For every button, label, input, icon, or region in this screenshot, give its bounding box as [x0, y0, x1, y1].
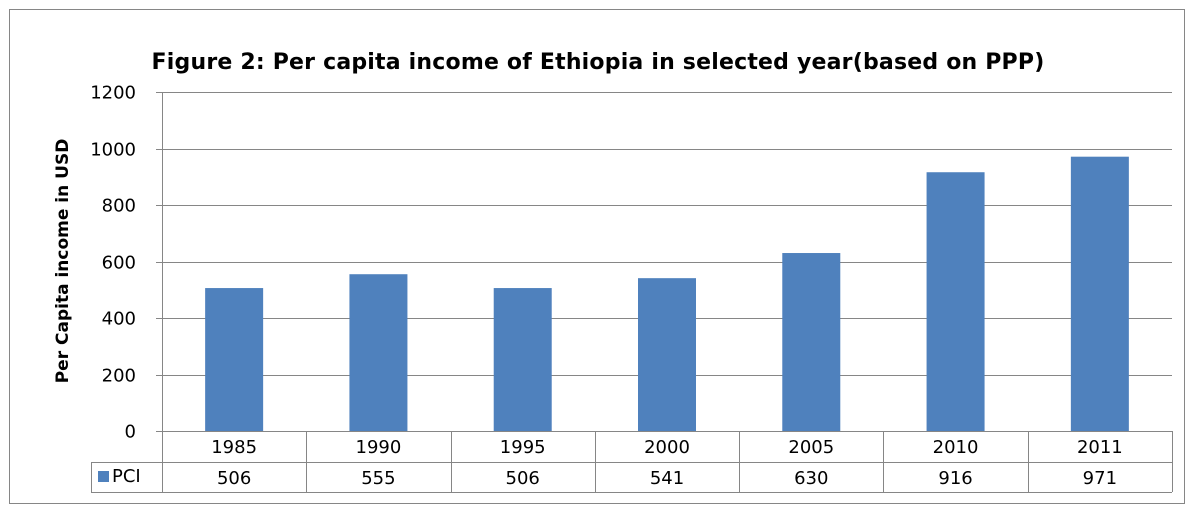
y-tick-label: 200 — [102, 366, 136, 387]
bar-2000 — [638, 278, 696, 431]
bar-1995 — [493, 288, 552, 431]
data-label: 916 — [938, 468, 972, 489]
x-tick-label: 1990 — [356, 437, 402, 458]
y-tick-label: 400 — [102, 309, 136, 330]
data-label: 541 — [650, 468, 684, 489]
bar-2010 — [926, 172, 985, 432]
x-tick-label: 2011 — [1077, 437, 1123, 458]
data-table: 1985 506 1990 555 1995 506 2000 541 2005 630 2010 9… — [91, 431, 1173, 493]
y-tick-label: 800 — [102, 196, 136, 217]
chart-title: Figure 2: Per capita income of Ethiopia … — [151, 50, 1045, 75]
x-tick-label: 1985 — [211, 437, 257, 458]
x-tick-label: 2000 — [644, 437, 690, 458]
chart-frame: Figure 2: Per capita income of Ethiopia … — [9, 9, 1185, 504]
y-tick-label: 1000 — [90, 140, 136, 161]
bar-1985 — [205, 288, 264, 431]
legend-swatch — [98, 471, 109, 482]
bar-2005 — [782, 253, 841, 431]
y-tick-label: 0 — [125, 422, 136, 443]
data-label: 971 — [1083, 468, 1117, 489]
data-label: 506 — [506, 468, 540, 489]
bar-1990 — [349, 274, 408, 431]
x-tick-label: 2005 — [788, 437, 834, 458]
data-label: 630 — [794, 468, 828, 489]
y-tick-label: 600 — [102, 253, 136, 274]
x-tick-label: 1995 — [500, 437, 546, 458]
axes — [156, 92, 163, 432]
y-axis-label: Per Capita income in USD — [53, 139, 73, 384]
legend-label: PCI — [112, 466, 141, 487]
bar-2011 — [1070, 156, 1129, 431]
y-tick-labels: 0 200 400 600 800 1000 1200 — [90, 83, 136, 443]
bar-series — [205, 156, 1129, 432]
data-label: 506 — [217, 468, 251, 489]
data-label: 555 — [361, 468, 395, 489]
x-tick-label: 2010 — [933, 437, 979, 458]
y-tick-label: 1200 — [90, 83, 136, 104]
